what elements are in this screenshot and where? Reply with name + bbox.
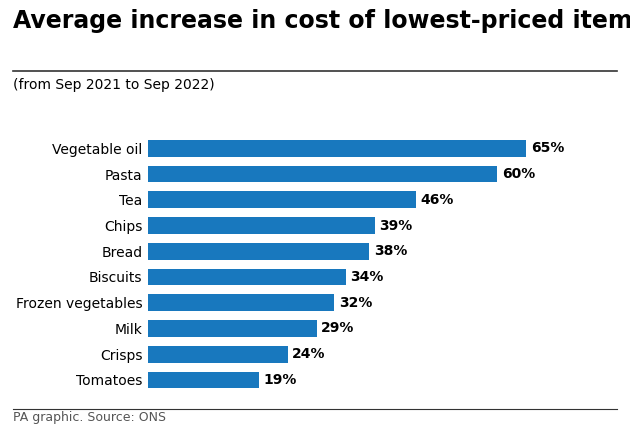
Bar — [148, 217, 375, 234]
Text: 32%: 32% — [339, 296, 372, 310]
Bar — [148, 294, 334, 311]
Text: (from Sep 2021 to Sep 2022): (from Sep 2021 to Sep 2022) — [13, 78, 214, 92]
Text: 65%: 65% — [530, 142, 564, 155]
Text: PA graphic. Source: ONS: PA graphic. Source: ONS — [13, 411, 166, 424]
Text: 60%: 60% — [501, 167, 535, 181]
Text: 46%: 46% — [420, 193, 454, 207]
Text: 38%: 38% — [374, 244, 407, 258]
Bar — [148, 243, 369, 260]
Text: 19%: 19% — [263, 373, 297, 387]
Text: 39%: 39% — [379, 219, 413, 233]
Text: 24%: 24% — [292, 347, 326, 361]
Text: 34%: 34% — [350, 270, 384, 284]
Bar — [148, 320, 317, 337]
Bar — [148, 140, 526, 157]
Bar — [148, 191, 416, 208]
Bar — [148, 166, 497, 182]
Bar — [148, 346, 288, 362]
Text: Average increase in cost of lowest-priced items: Average increase in cost of lowest-price… — [13, 9, 630, 32]
Bar — [148, 372, 258, 388]
Text: 29%: 29% — [321, 321, 355, 336]
Bar — [148, 268, 346, 285]
